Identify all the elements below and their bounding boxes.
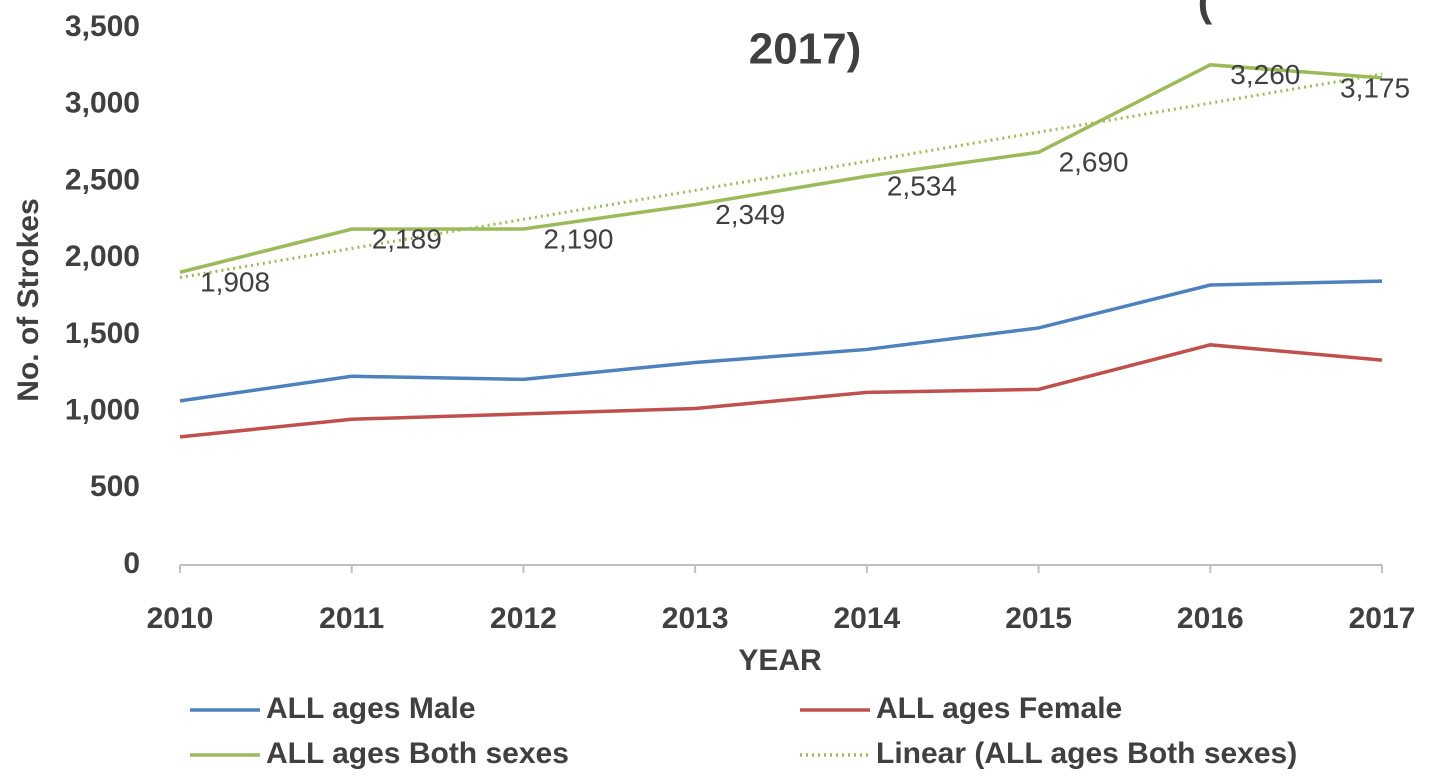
- x-axis-label: YEAR: [738, 644, 822, 677]
- y-tick-label: 1,000: [65, 393, 140, 426]
- y-tick-label: 2,000: [65, 240, 140, 273]
- data-label: 3,260: [1230, 59, 1300, 90]
- y-tick-label: 3,500: [65, 10, 140, 43]
- y-tick-label: 0: [123, 547, 140, 580]
- y-tick-label: 2,500: [65, 163, 140, 196]
- series-line: [179, 343, 1383, 439]
- legend-label: Linear (ALL ages Both sexes): [876, 737, 1297, 770]
- series-line: [179, 63, 1383, 274]
- chart-title: (: [1198, 0, 1213, 26]
- series-line: [179, 279, 1383, 403]
- y-tick-label: 500: [90, 470, 140, 503]
- legend-label: ALL ages Female: [876, 692, 1122, 725]
- x-tick-label: 2017: [1349, 602, 1416, 635]
- y-axis-label: No. of Strokes: [12, 198, 45, 401]
- trendline: [179, 72, 1383, 279]
- data-label: 1,908: [200, 267, 270, 298]
- x-tick-label: 2011: [319, 602, 384, 635]
- legend-label: ALL ages Both sexes: [266, 737, 569, 770]
- y-tick-label: 3,000: [65, 87, 140, 120]
- data-label: 2,534: [887, 171, 957, 202]
- chart-title: 2017): [749, 25, 862, 74]
- x-tick-label: 2016: [1177, 602, 1244, 635]
- x-tick-label: 2012: [490, 602, 557, 635]
- y-tick-label: 1,500: [65, 317, 140, 350]
- data-label: 2,690: [1059, 147, 1129, 178]
- x-tick-label: 2015: [1005, 602, 1072, 635]
- x-tick-label: 2013: [662, 602, 729, 635]
- data-label: 2,349: [715, 199, 785, 230]
- data-label: 3,175: [1340, 72, 1410, 103]
- data-label: 2,189: [372, 224, 442, 255]
- x-tick-label: 2010: [147, 602, 214, 635]
- x-tick-label: 2014: [833, 602, 900, 635]
- data-label: 2,190: [543, 223, 613, 254]
- legend-label: ALL ages Male: [266, 692, 476, 725]
